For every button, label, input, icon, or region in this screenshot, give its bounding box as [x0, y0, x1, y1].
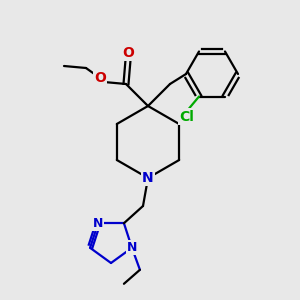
Text: O: O	[94, 71, 106, 85]
Text: Cl: Cl	[180, 110, 194, 124]
Text: N: N	[93, 217, 103, 230]
Text: O: O	[122, 46, 134, 60]
Text: N: N	[127, 241, 137, 254]
Text: N: N	[142, 171, 154, 185]
